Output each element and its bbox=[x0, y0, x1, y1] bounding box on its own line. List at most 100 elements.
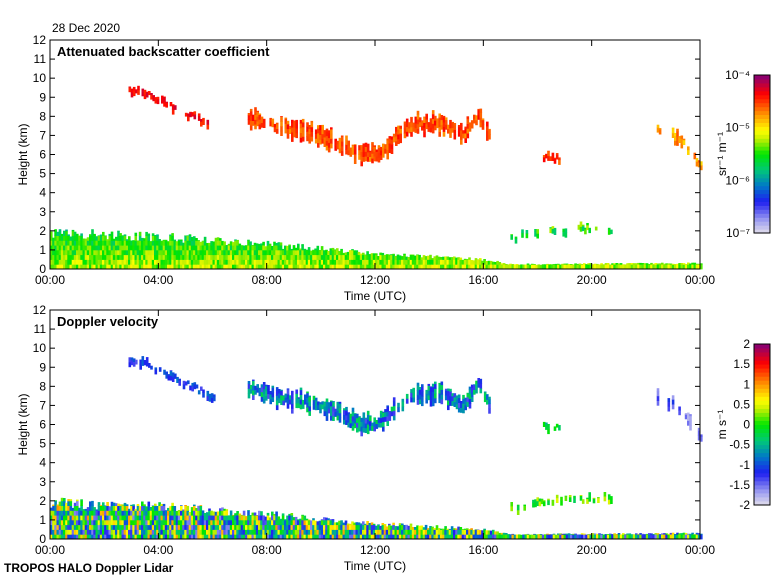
cell-boundary-layer bbox=[492, 529, 495, 535]
cell-cirrus-main bbox=[410, 126, 413, 133]
cell-boundary-layer bbox=[125, 240, 129, 246]
cell-boundary-layer bbox=[632, 263, 636, 265]
cell-cirrus-night bbox=[684, 414, 688, 420]
cell-boundary-layer bbox=[119, 505, 122, 511]
cell-boundary-layer bbox=[162, 519, 166, 526]
cell-cirrus-main bbox=[286, 393, 290, 400]
cell-boundary-layer bbox=[479, 258, 482, 260]
cell-aerosol-layer bbox=[610, 496, 613, 500]
cell-cirrus-main bbox=[431, 401, 435, 407]
cell-boundary-layer bbox=[52, 504, 55, 506]
cell-boundary-layer bbox=[247, 529, 250, 535]
cell-cirrus-main bbox=[373, 426, 376, 432]
cell-boundary-layer bbox=[487, 534, 491, 540]
cell-boundary-layer bbox=[132, 510, 135, 516]
cell-cirrus-main bbox=[249, 120, 253, 126]
cell-boundary-layer bbox=[238, 529, 242, 535]
cell-boundary-layer bbox=[71, 254, 75, 260]
cell-cirrus-main bbox=[412, 126, 415, 132]
cell-boundary-layer bbox=[84, 254, 88, 260]
cell-boundary-layer bbox=[320, 259, 324, 265]
cell-boundary-layer bbox=[448, 528, 452, 530]
cell-boundary-layer bbox=[145, 245, 148, 251]
cell-boundary-layer bbox=[195, 254, 198, 260]
cell-cirrus-early bbox=[193, 114, 197, 120]
cell-boundary-layer bbox=[442, 256, 445, 260]
cell-boundary-layer bbox=[494, 262, 497, 265]
cell-boundary-layer bbox=[485, 261, 489, 265]
cell-cirrus-main bbox=[421, 396, 424, 402]
cell-boundary-layer bbox=[147, 259, 151, 265]
cell-boundary-layer bbox=[416, 529, 419, 535]
cell-boundary-layer bbox=[193, 254, 196, 260]
cell-boundary-layer bbox=[115, 515, 118, 521]
cell-boundary-layer bbox=[327, 534, 330, 540]
cell-boundary-layer bbox=[338, 259, 341, 265]
cell-boundary-layer bbox=[264, 259, 268, 265]
cell-boundary-layer bbox=[80, 515, 83, 521]
cell-boundary-layer bbox=[364, 254, 367, 256]
cell-boundary-layer bbox=[138, 254, 142, 260]
cell-boundary-layer bbox=[221, 524, 224, 530]
colorbar-label: m s⁻¹ bbox=[715, 410, 729, 440]
cell-boundary-layer bbox=[284, 519, 287, 521]
cell-boundary-layer bbox=[253, 512, 257, 516]
colorbar-swatch bbox=[754, 400, 770, 405]
cell-cirrus-main bbox=[282, 395, 285, 396]
cell-boundary-layer bbox=[355, 250, 359, 256]
cell-boundary-layer bbox=[173, 519, 177, 526]
cell-cirrus-night bbox=[667, 401, 671, 407]
cell-boundary-layer bbox=[409, 264, 413, 270]
cell-cirrus-main bbox=[282, 395, 285, 401]
cell-boundary-layer bbox=[104, 515, 107, 521]
cell-boundary-layer bbox=[136, 519, 140, 526]
cell-cirrus-main bbox=[434, 398, 437, 404]
cell-boundary-layer bbox=[292, 534, 296, 540]
cell-cirrus-main bbox=[360, 146, 363, 152]
cell-boundary-layer bbox=[232, 249, 235, 256]
cell-boundary-layer bbox=[303, 524, 307, 530]
cell-boundary-layer bbox=[392, 522, 395, 526]
cell-cirrus-main bbox=[332, 411, 335, 417]
cell-cirrus-main bbox=[392, 400, 396, 407]
colorbar-swatch bbox=[754, 488, 770, 494]
cell-boundary-layer bbox=[123, 235, 127, 241]
cell-cirrus-early bbox=[132, 86, 136, 92]
cell-boundary-layer bbox=[78, 254, 81, 260]
cell-boundary-layer bbox=[422, 264, 426, 270]
cell-boundary-layer bbox=[262, 519, 265, 526]
cell-cirrus-main bbox=[278, 397, 281, 404]
cell-cirrus-main bbox=[412, 392, 415, 398]
cell-boundary-layer bbox=[635, 534, 638, 540]
cell-boundary-layer bbox=[227, 529, 231, 535]
cell-boundary-layer bbox=[201, 245, 205, 251]
cell-boundary-layer bbox=[249, 519, 252, 526]
cell-boundary-layer bbox=[392, 259, 395, 265]
cell-boundary-layer bbox=[171, 505, 174, 511]
cell-boundary-layer bbox=[56, 504, 60, 506]
cell-boundary-layer bbox=[429, 259, 432, 265]
cell-cirrus-main bbox=[453, 401, 457, 407]
cell-boundary-layer bbox=[190, 529, 194, 535]
cell-boundary-layer bbox=[112, 529, 116, 535]
cell-boundary-layer bbox=[316, 249, 320, 256]
cell-boundary-layer bbox=[143, 515, 146, 521]
cell-cirrus-main bbox=[425, 389, 428, 394]
cell-boundary-layer bbox=[97, 240, 101, 246]
cell-boundary-layer bbox=[381, 264, 385, 270]
cell-cirrus-main bbox=[397, 402, 400, 408]
colorbar-swatch bbox=[754, 197, 770, 202]
cell-cirrus-main bbox=[373, 421, 376, 427]
cell-boundary-layer bbox=[307, 524, 311, 530]
cell-boundary-layer bbox=[162, 510, 166, 516]
cell-boundary-layer bbox=[273, 529, 276, 535]
cell-boundary-layer bbox=[409, 254, 413, 260]
cell-boundary-layer bbox=[279, 518, 283, 521]
cell-boundary-layer bbox=[86, 510, 90, 516]
cell-cirrus-main bbox=[330, 138, 333, 144]
cell-boundary-layer bbox=[221, 519, 224, 526]
cell-boundary-layer bbox=[349, 259, 352, 265]
cell-boundary-layer bbox=[134, 510, 138, 516]
cell-boundary-layer bbox=[201, 519, 205, 526]
cell-cirrus-main bbox=[280, 121, 283, 127]
